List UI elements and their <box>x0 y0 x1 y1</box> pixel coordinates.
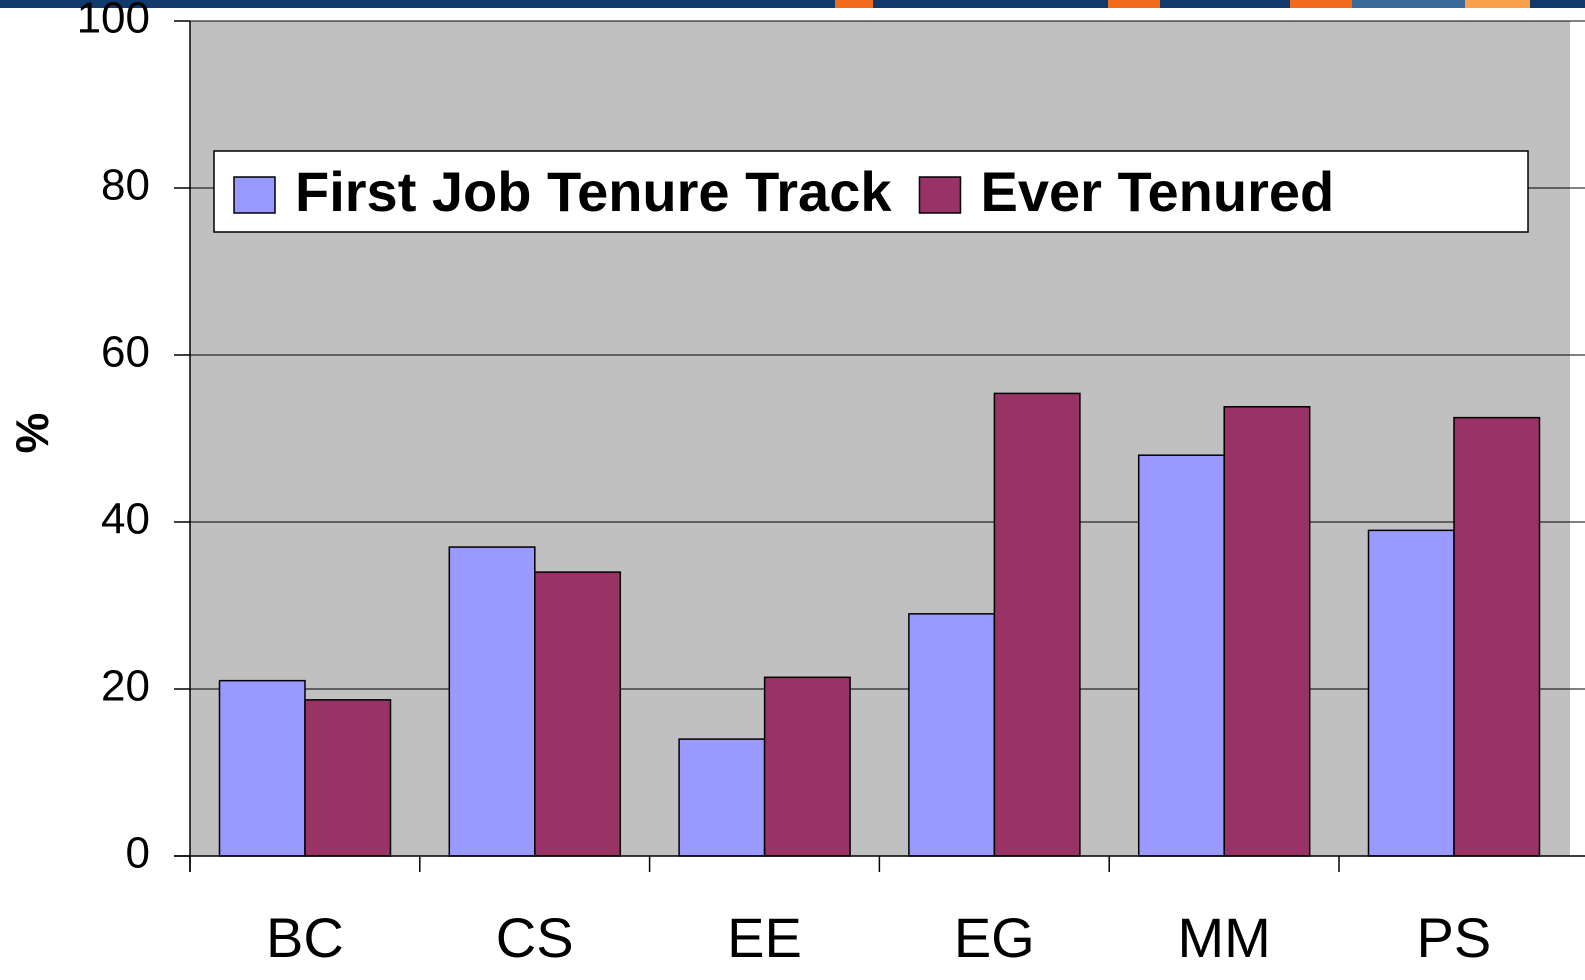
x-tick-label: MM <box>1177 906 1270 969</box>
y-tick-label: 80 <box>101 161 150 210</box>
bar <box>993 392 1081 857</box>
bar <box>908 613 996 857</box>
legend-label: Ever Tenured <box>980 160 1334 223</box>
bar <box>218 679 306 857</box>
bar <box>448 546 536 857</box>
bar <box>1137 454 1225 857</box>
x-tick-label: CS <box>496 906 574 969</box>
bar <box>1367 529 1455 857</box>
bar <box>1453 416 1541 857</box>
legend-swatch <box>918 176 962 214</box>
top-stripe-accent <box>1352 0 1465 8</box>
legend-box <box>213 150 1529 233</box>
bar <box>1223 406 1311 857</box>
top-stripe-accent <box>835 0 873 8</box>
x-tick-label: EE <box>727 906 802 969</box>
top-stripe-accent <box>1108 0 1160 8</box>
top-stripe-accent <box>1290 0 1352 8</box>
bar <box>304 699 392 857</box>
legend-swatch <box>233 176 276 214</box>
y-tick-label: 0 <box>126 829 150 878</box>
x-tick-label: BC <box>266 906 344 969</box>
x-tick-label: PS <box>1417 906 1492 969</box>
x-tick-label: EG <box>954 906 1035 969</box>
bar <box>763 676 851 857</box>
bar <box>534 571 622 857</box>
y-tick-label: 60 <box>101 328 150 377</box>
legend-label: First Job Tenure Track <box>295 160 892 223</box>
y-tick-label: 20 <box>101 662 150 711</box>
plot-area <box>190 21 1570 856</box>
y-tick-label: 100 <box>77 0 150 43</box>
y-axis-label: % <box>6 413 58 454</box>
top-stripe <box>0 0 1585 8</box>
y-tick-label: 40 <box>101 495 150 544</box>
top-stripe-accent <box>1465 0 1530 8</box>
bar <box>678 738 766 857</box>
